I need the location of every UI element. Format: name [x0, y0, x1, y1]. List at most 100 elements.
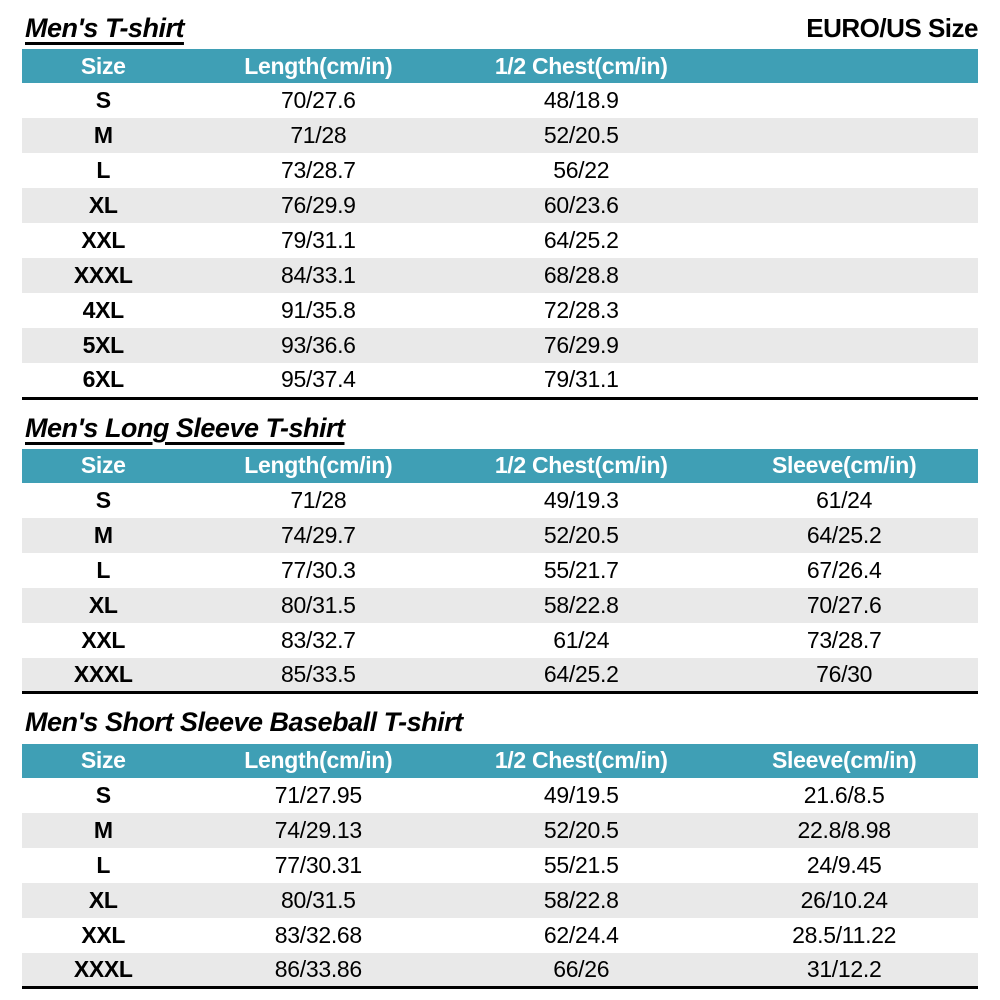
value-cell: 64/25.2	[806, 521, 882, 548]
value-cell: 80/31.5	[281, 886, 356, 913]
value-cell: 60/23.6	[543, 192, 619, 219]
value-cell: 58/22.8	[543, 591, 619, 618]
size-standard-label: EURO/US Size	[806, 13, 978, 43]
table-title: Men's T-shirt	[25, 13, 184, 43]
table-row: XXXL 85/33.5 64/25.2 76/30	[22, 657, 978, 693]
value-cell	[710, 118, 978, 153]
value-cell: 80/31.5	[281, 591, 356, 618]
value-cell	[710, 328, 978, 363]
size-table-section: Men's Long Sleeve T-shirt Size Length(cm/i…	[22, 413, 978, 695]
table-row: 5XL 93/36.6 76/29.9	[22, 328, 978, 364]
value-cell: 52/20.5	[543, 521, 619, 548]
value-cell: 70/27.6	[806, 591, 882, 618]
table-title-row: Men's T-shirt EURO/US Size	[22, 13, 978, 43]
size-table-section: Men's T-shirt EURO/US Size Size Length(cm/i…	[22, 13, 978, 400]
table-row: L 77/30.3 55/21.7 67/26.4	[22, 552, 978, 588]
value-cell: 76/29.9	[281, 192, 356, 219]
table-row: 4XL 91/35.8 72/28.3	[22, 293, 978, 329]
table-title-row: Men's Long Sleeve T-shirt	[22, 413, 978, 443]
size-cell: L	[96, 157, 111, 184]
size-cell: XXL	[81, 227, 126, 254]
table-row: M 74/29.7 52/20.5 64/25.2	[22, 517, 978, 553]
value-cell	[710, 293, 978, 328]
value-cell: 77/30.31	[274, 851, 362, 878]
size-cell: XL	[88, 886, 118, 913]
value-cell	[710, 258, 978, 293]
column-header: Length(cm/in)	[184, 448, 453, 483]
column-header: Length(cm/in)	[184, 49, 453, 84]
column-header: 1/2 Chest(cm/in)	[452, 49, 711, 84]
value-cell: 55/21.7	[543, 556, 619, 583]
value-cell: 72/28.3	[543, 297, 619, 324]
value-cell: 48/18.9	[543, 87, 619, 114]
size-cell: XL	[88, 192, 118, 219]
value-cell: 62/24.4	[543, 921, 619, 948]
size-cell: L	[96, 851, 111, 878]
value-cell: 31/12.2	[806, 955, 882, 982]
value-cell	[710, 83, 978, 118]
size-table-1: Size Length(cm/in) 1/2 Chest(cm/in) Sleeve(…	[22, 448, 978, 695]
value-cell: 61/24	[816, 486, 873, 513]
size-cell: XXXL	[73, 955, 133, 982]
value-cell: 95/37.4	[281, 366, 356, 393]
value-cell: 61/24	[553, 626, 610, 653]
size-cell: S	[95, 486, 111, 513]
header-row: Size Length(cm/in) 1/2 Chest(cm/in)	[22, 49, 978, 84]
size-table-2: Size Length(cm/in) 1/2 Chest(cm/in) Sleeve(…	[22, 743, 978, 990]
value-cell: 73/28.7	[281, 157, 356, 184]
size-cell: M	[93, 122, 113, 149]
table-title: Men's Long Sleeve T-shirt	[25, 412, 345, 443]
table-row: S 70/27.6 48/18.9	[22, 83, 978, 119]
value-cell: 24/9.45	[806, 851, 882, 878]
value-cell: 49/19.3	[543, 486, 619, 513]
value-cell: 74/29.13	[274, 816, 362, 843]
table-row: M 71/28 52/20.5	[22, 118, 978, 154]
value-cell: 91/35.8	[281, 297, 356, 324]
value-cell: 52/20.5	[543, 122, 619, 149]
value-cell	[710, 223, 978, 258]
size-cell: S	[95, 781, 111, 808]
value-cell: 58/22.8	[543, 886, 619, 913]
table-row: L 77/30.31 55/21.5 24/9.45	[22, 847, 978, 883]
value-cell: 83/32.68	[274, 921, 362, 948]
column-header: Size	[22, 743, 185, 778]
value-cell: 79/31.1	[543, 366, 619, 393]
size-cell: S	[95, 87, 111, 114]
table-row: S 71/28 49/19.3 61/24	[22, 482, 978, 518]
column-header: 1/2 Chest(cm/in)	[452, 448, 711, 483]
value-cell: 71/28	[290, 122, 347, 149]
value-cell: 52/20.5	[543, 816, 619, 843]
value-cell: 86/33.86	[274, 955, 362, 982]
size-cell: 6XL	[82, 366, 125, 393]
column-header	[710, 49, 978, 84]
value-cell: 84/33.1	[281, 262, 356, 289]
value-cell: 73/28.7	[806, 626, 882, 653]
value-cell: 70/27.6	[281, 87, 356, 114]
size-cell: XL	[88, 591, 118, 618]
table-row: S 71/27.95 49/19.5 21.6/8.5	[22, 777, 978, 813]
size-table-section: Men's Short Sleeve Baseball T-shirt Size L…	[22, 707, 978, 990]
value-cell: 77/30.3	[281, 556, 356, 583]
table-row: XXXL 86/33.86 66/26 31/12.2	[22, 952, 978, 988]
value-cell: 21.6/8.5	[803, 781, 885, 808]
table-row: XL 80/31.5 58/22.8 26/10.24	[22, 882, 978, 918]
value-cell: 83/32.7	[281, 626, 356, 653]
value-cell: 79/31.1	[281, 227, 356, 254]
value-cell	[710, 188, 978, 223]
size-cell: XXXL	[73, 262, 133, 289]
size-cell: XXXL	[73, 661, 133, 688]
value-cell: 49/19.5	[543, 781, 619, 808]
size-cell: XXL	[81, 921, 126, 948]
table-row: XL 76/29.9 60/23.6	[22, 188, 978, 224]
size-cell: 5XL	[82, 332, 125, 359]
size-cell: L	[96, 556, 111, 583]
column-header: Sleeve(cm/in)	[710, 743, 978, 778]
table-row: XL 80/31.5 58/22.8 70/27.6	[22, 587, 978, 623]
table-row: XXL 83/32.7 61/24 73/28.7	[22, 622, 978, 658]
size-table-0: Size Length(cm/in) 1/2 Chest(cm/in) S 70/27.…	[22, 49, 978, 400]
value-cell: 76/29.9	[543, 332, 619, 359]
value-cell: 67/26.4	[806, 556, 882, 583]
value-cell: 22.8/8.98	[797, 816, 892, 843]
size-cell: M	[93, 816, 113, 843]
